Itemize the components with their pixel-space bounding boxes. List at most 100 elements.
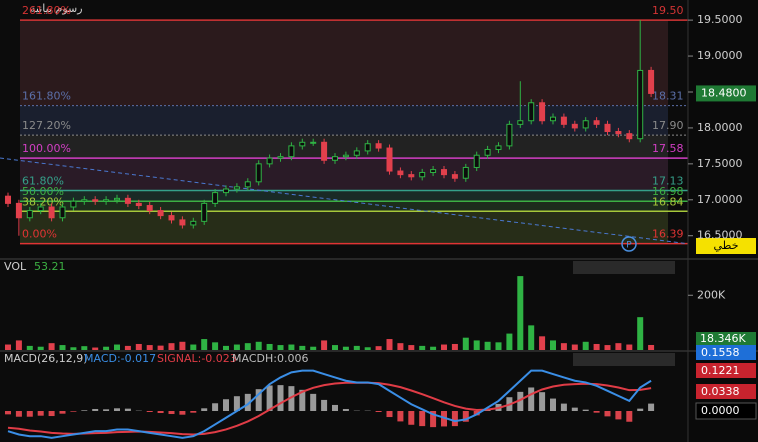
candle-body [517,120,524,125]
toolbar [573,261,675,274]
p-icon[interactable] [621,236,637,252]
y-tick-label: 18.0000 [697,121,743,134]
macd-histogram [179,410,186,415]
fib-price-label: 16.39 [652,228,684,241]
macd-histogram [37,410,44,416]
volume-bar [451,343,458,350]
volume-bar [255,341,262,350]
macd-histogram [615,410,622,420]
y-tick-label: 19.0000 [697,49,743,62]
macd-histogram [593,410,600,413]
macd-histogram [103,409,110,411]
volume-bar [179,341,186,350]
fib-band [20,135,668,159]
candle-body [386,147,393,172]
candle-body [223,188,229,194]
candle-body [364,143,371,152]
volume-bar [70,347,77,350]
macd-histogram [321,399,328,411]
macd-histogram [190,410,197,413]
volume-bar [190,344,197,350]
candle-body [593,120,600,125]
macd-histogram [637,408,644,411]
vol-value: 53.21 [34,260,66,273]
volume-bar [81,346,88,350]
volume-bar [528,325,535,350]
candle-body [201,202,208,222]
candle-body [124,197,131,204]
volume-bar [386,339,393,350]
macd-histogram [386,410,393,418]
candle-body [375,143,382,149]
macd-histogram [626,410,633,422]
volume-bar [506,333,513,350]
volume-bar [288,344,295,350]
macd-histogram [70,410,77,412]
volume-bar [310,346,317,350]
macd-histogram [255,389,262,411]
value-tag [696,384,756,399]
volume-bar [299,345,306,350]
value-tag-label: 0.1558 [701,346,740,359]
macd-histogram [15,410,22,417]
style-label: خطي [714,239,739,252]
vol-label: VOL [4,260,27,273]
last-volume-tag [696,332,756,345]
volume-bar [408,345,415,350]
volume-bar [233,344,240,350]
style-button[interactable] [696,238,756,254]
fib-band [20,20,668,106]
candle-body [299,141,306,147]
volume-bar [266,343,273,350]
value-tag [696,345,756,360]
candle-body [277,156,284,159]
fib-price-label: 18.31 [652,90,684,103]
volume-bar [571,344,578,350]
macd-histogram [571,407,578,411]
macd-histogram [146,410,153,413]
volume-bar [615,343,622,350]
candle-body [571,123,578,129]
candle-body [582,120,589,129]
macd-histogram [212,403,219,411]
macd-histogram [419,410,426,427]
volume-bar [430,346,437,350]
volume-bar [103,346,110,350]
candle-body [179,219,186,226]
y-tick-label: 16.5000 [697,229,743,242]
candle-body [135,202,142,207]
candle-body [528,102,535,122]
volume-bar [37,346,44,350]
volume-bar [114,344,120,350]
y-tick-label: 19.5000 [697,13,743,26]
macd-histogram [223,399,229,411]
candle-body [233,186,240,190]
candle-body [37,206,44,212]
volume-bar [201,339,208,350]
candle-body [397,170,404,176]
fib-price-label: 17.90 [652,119,684,132]
volume-bar [550,340,556,350]
fib-band [20,190,668,202]
volume-bar [342,346,349,350]
candle-body [310,141,317,144]
p-icon-text: P [626,241,632,251]
trend-line [0,157,691,245]
macd-histogram [539,392,546,411]
macd-histogram [517,391,524,411]
volume-bar [441,344,447,350]
macd-histogram [48,410,55,417]
candle-body [244,181,251,188]
fib-ratio-label: 100.00% [22,142,71,155]
y-tick-label: 17.5000 [697,157,743,170]
y-tick-label: 200K [697,288,726,301]
macd-histogram [5,410,11,415]
volume-bar [495,342,502,350]
candle-body [419,171,426,178]
fib-ratio-label: 50.00% [22,185,64,198]
volume-bar [604,345,611,350]
macd-histogram [648,403,655,411]
macd-histogram [92,408,99,411]
volume-bar [135,343,142,350]
